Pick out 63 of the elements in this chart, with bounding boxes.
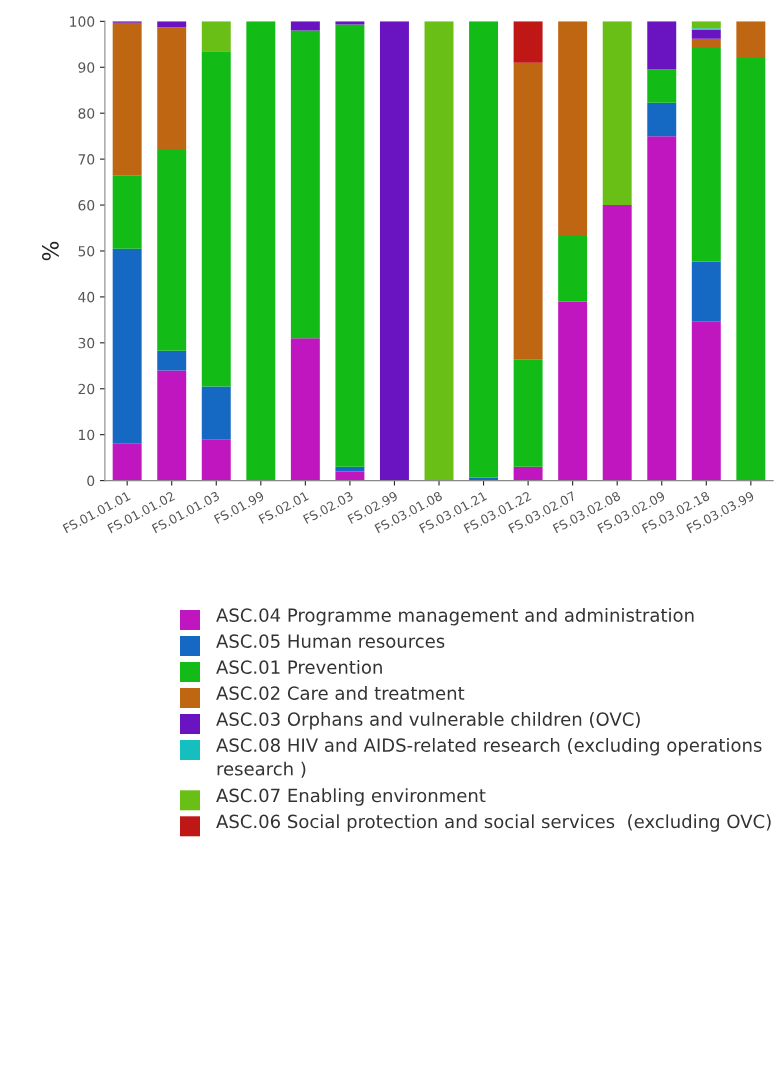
bar <box>513 359 543 467</box>
bar <box>201 439 231 481</box>
bar <box>513 466 543 481</box>
bar <box>157 350 187 371</box>
y-tick-label: 20 <box>78 383 95 395</box>
y-axis-title: % <box>41 241 59 261</box>
bar <box>424 21 454 481</box>
legend-label: ASC.04 Programme management and administration <box>216 608 694 626</box>
bar <box>558 234 588 302</box>
bar <box>246 21 276 481</box>
y-tick-label: 40 <box>78 291 95 303</box>
bar <box>201 21 231 52</box>
bar <box>112 248 142 444</box>
legend-label: ASC.05 Human resources <box>216 634 445 648</box>
y-tick-label: 100 <box>70 16 95 27</box>
bar <box>201 386 231 440</box>
bar <box>691 261 721 322</box>
bar <box>513 21 543 63</box>
bar <box>157 370 187 481</box>
y-tick-label: 70 <box>78 154 95 165</box>
legend-label: ASC.06 Social protection and social services (excluding OVC) <box>216 814 771 832</box>
bar <box>290 30 320 339</box>
bar <box>469 21 499 478</box>
bar <box>335 24 365 467</box>
bar <box>335 471 365 481</box>
bar <box>558 301 588 481</box>
bar <box>691 48 721 262</box>
y-tick-label: 90 <box>78 62 95 73</box>
bar <box>290 21 320 31</box>
bar <box>647 136 677 481</box>
y-tick-label: 80 <box>78 108 95 119</box>
bar <box>736 58 766 481</box>
legend-label: ASC.07 Enabling environment <box>216 788 486 806</box>
bar <box>157 149 187 351</box>
legend-label: ASC.02 Care and treatment <box>216 686 465 700</box>
bar <box>647 102 677 137</box>
y-tick-label: 50 <box>78 245 95 257</box>
bar <box>112 22 142 176</box>
bar <box>469 477 499 481</box>
bar <box>201 51 231 387</box>
bar <box>691 38 721 48</box>
legend-label: ASC.03 Orphans and vulnerable children (OVC) <box>216 712 640 730</box>
bar <box>290 338 320 481</box>
legend-label: ASC.01 Prevention <box>216 660 382 674</box>
y-tick-label: 0 <box>87 475 95 487</box>
bar <box>691 29 721 39</box>
bar <box>736 21 766 59</box>
y-tick-label: 10 <box>79 429 95 441</box>
bar <box>112 443 142 481</box>
y-tick-label: 30 <box>78 337 95 349</box>
bar <box>558 21 588 235</box>
bar <box>647 69 677 103</box>
bar <box>335 21 365 25</box>
bar <box>112 175 142 249</box>
bar <box>602 205 632 481</box>
bar <box>647 21 677 70</box>
bar <box>157 27 187 150</box>
bar <box>602 21 632 206</box>
bar <box>691 321 721 481</box>
bar <box>379 21 409 481</box>
legend-label: ASC.08 HIV and AIDS-related research (excluding operations research ) <box>216 738 762 778</box>
bar <box>513 62 543 360</box>
y-tick-label: 60 <box>78 200 95 211</box>
